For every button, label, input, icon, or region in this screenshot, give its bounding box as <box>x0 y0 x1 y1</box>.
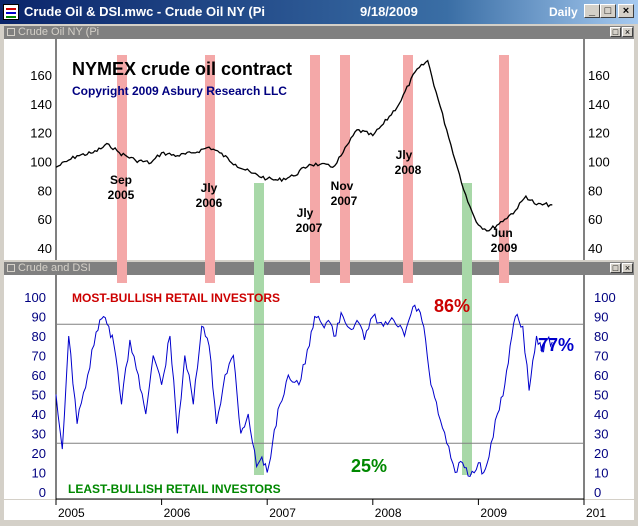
annotation-label: 2007 <box>296 221 323 235</box>
x-tick-label: 201 <box>586 506 606 520</box>
copyright-label: Copyright 2009 Asbury Research LLC <box>72 84 287 98</box>
minimize-button[interactable]: _ <box>584 4 600 18</box>
dsi-y-tick-label: 30 <box>594 427 608 442</box>
y-axis-ticks: 40 40 60 60 80 80 100 100 120 120 140 140 160 160 0 0 10… <box>24 68 615 500</box>
dsi-y-tick-label: 100 <box>24 290 46 305</box>
price-y-tick-label: 140 <box>30 97 52 112</box>
dsi-y-tick-label: 10 <box>32 466 46 481</box>
price-y-tick-label: 160 <box>30 68 52 83</box>
app-icon[interactable] <box>3 4 19 20</box>
x-tick-label: 2007 <box>269 506 296 520</box>
dsi-y-tick-label: 20 <box>32 446 46 461</box>
bullish-highlight-band <box>499 55 509 283</box>
dsi-y-tick-label: 10 <box>594 466 608 481</box>
dsi-series-line <box>55 304 553 477</box>
dsi-pane-title: Crude and DSI <box>18 262 91 274</box>
close-button[interactable]: × <box>618 4 634 18</box>
annotation-label: 2006 <box>196 196 223 210</box>
dsi-y-tick-label: 70 <box>594 349 608 364</box>
dsi-y-tick-label: 60 <box>32 368 46 383</box>
dsi-y-tick-label: 80 <box>594 329 608 344</box>
annotation-label: 2008 <box>395 163 422 177</box>
x-axis-ticks: 2005 2006 2007 2008 2009 201 <box>55 499 606 520</box>
window-frequency: Daily <box>549 5 578 19</box>
annotation-label: Nov <box>331 179 354 193</box>
window-title: Crude Oil & DSI.mwc - Crude Oil NY (Pi <box>24 4 266 19</box>
reference-lines <box>56 323 584 444</box>
dsi-y-tick-label: 70 <box>32 349 46 364</box>
maximize-button[interactable]: □ <box>600 4 616 18</box>
pane-menu-icon[interactable] <box>7 28 15 36</box>
dsi-y-tick-label: 50 <box>594 388 608 403</box>
price-y-tick-label: 60 <box>38 212 52 227</box>
chart-title: NYMEX crude oil contract <box>72 59 292 79</box>
window-title-bar[interactable]: Crude Oil & DSI.mwc - Crude Oil NY (Pi 9… <box>0 0 638 24</box>
price-pane-restore-button[interactable]: □ <box>610 27 621 37</box>
bullish-highlight-band <box>403 55 413 283</box>
dsi-y-tick-label: 40 <box>594 407 608 422</box>
window-date: 9/18/2009 <box>360 4 418 19</box>
price-series-line <box>55 59 553 232</box>
price-y-tick-label: 40 <box>38 241 52 256</box>
bearish-highlight-band <box>254 183 264 475</box>
price-y-tick-label: 100 <box>30 155 52 170</box>
dsi-y-tick-label: 0 <box>39 485 46 500</box>
annotation-label: Jly <box>201 181 218 195</box>
dsi-panel-bg <box>4 275 634 499</box>
x-tick-label: 2005 <box>58 506 85 520</box>
dsi-y-tick-label: 0 <box>594 485 601 500</box>
price-y-tick-label: 80 <box>38 183 52 198</box>
annotation-label: Sep <box>110 173 132 187</box>
annotation-label: 2005 <box>108 188 135 202</box>
price-pane-header[interactable]: Crude Oil NY (Pi □ × <box>4 26 634 39</box>
price-y-tick-label: 140 <box>588 97 610 112</box>
annotation-label: 2007 <box>331 194 358 208</box>
price-pane-close-button[interactable]: × <box>622 27 633 37</box>
price-y-tick-label: 80 <box>588 183 602 198</box>
bullish-highlight-band <box>310 55 320 283</box>
annotation-label: Jly <box>297 206 314 220</box>
event-annotations: Sep 2005 Jly 2006 Jly 2007 Nov 2007 Jly … <box>108 148 518 255</box>
bullish-highlight-band <box>205 55 215 283</box>
upper-threshold-pct: 86% <box>434 296 470 316</box>
lower-threshold-pct: 25% <box>351 456 387 476</box>
dsi-y-tick-label: 90 <box>32 310 46 325</box>
x-tick-label: 2009 <box>480 506 507 520</box>
annotation-label: 2009 <box>491 241 518 255</box>
price-y-tick-label: 40 <box>588 241 602 256</box>
annotation-label: Jly <box>396 148 413 162</box>
highlight-bands <box>117 55 509 475</box>
bullish-highlight-band <box>340 55 350 283</box>
dsi-pane-close-button[interactable]: × <box>622 263 633 273</box>
pane-menu-icon[interactable] <box>7 264 15 272</box>
x-tick-label: 2008 <box>375 506 402 520</box>
price-y-tick-label: 120 <box>30 126 52 141</box>
x-tick-label: 2006 <box>164 506 191 520</box>
most-bullish-label: MOST-BULLISH RETAIL INVESTORS <box>72 291 280 305</box>
dsi-y-tick-label: 50 <box>32 388 46 403</box>
dsi-y-tick-label: 100 <box>594 290 616 305</box>
bullish-highlight-band <box>117 55 127 283</box>
bearish-highlight-band <box>462 183 472 475</box>
dsi-y-tick-label: 60 <box>594 368 608 383</box>
dsi-y-tick-label: 90 <box>594 310 608 325</box>
price-y-tick-label: 60 <box>588 212 602 227</box>
least-bullish-label: LEAST-BULLISH RETAIL INVESTORS <box>68 482 281 496</box>
price-y-tick-label: 120 <box>588 126 610 141</box>
price-y-tick-label: 100 <box>588 155 610 170</box>
x-axis-strip <box>4 500 634 520</box>
annotation-label: Jun <box>491 226 512 240</box>
dsi-y-tick-label: 40 <box>32 407 46 422</box>
price-y-tick-label: 160 <box>588 68 610 83</box>
dsi-y-tick-label: 20 <box>594 446 608 461</box>
dsi-pane-restore-button[interactable]: □ <box>610 263 621 273</box>
dsi-y-tick-label: 80 <box>32 329 46 344</box>
current-dsi-pct: 77% <box>538 335 574 355</box>
dsi-y-tick-label: 30 <box>32 427 46 442</box>
price-pane-title: Crude Oil NY (Pi <box>18 26 100 38</box>
